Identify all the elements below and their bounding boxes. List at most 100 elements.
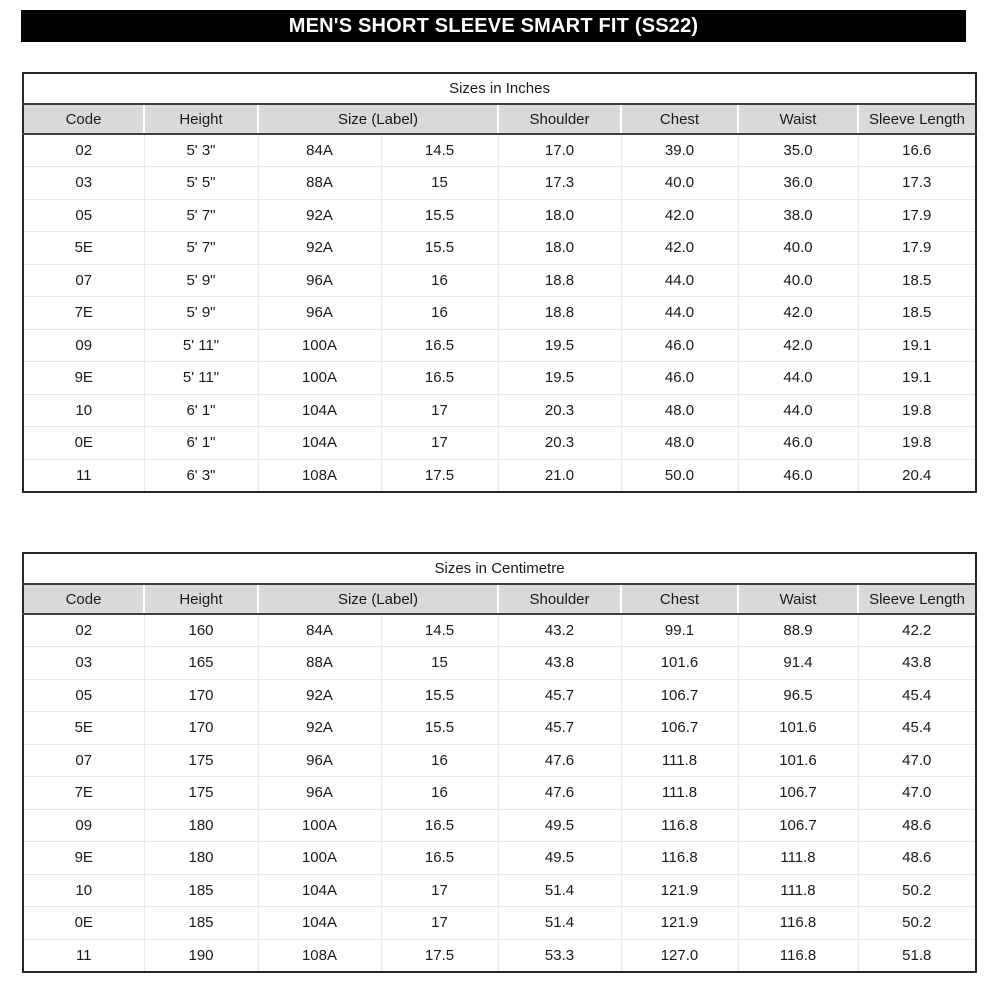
header-cell: Size (Label) — [257, 104, 498, 135]
body-cell: 43.2 — [498, 614, 622, 647]
body-cell: 53.3 — [498, 939, 622, 972]
header-cell: Sleeve Length — [856, 104, 977, 135]
body-cell: 185 — [144, 906, 259, 940]
body-cell: 7E — [23, 776, 145, 810]
table-row: 11 190 108A 17.5 53.3 127.0 116.8 51.8 — [23, 939, 977, 972]
body-cell: 46.0 — [621, 361, 739, 395]
body-cell: 47.6 — [498, 744, 622, 777]
body-cell: 165 — [144, 646, 259, 680]
body-cell: 51.4 — [498, 874, 622, 907]
size-table-inches-container: Sizes in Inches Code Height Size (Label) Sho… — [22, 72, 978, 493]
body-cell: 16 — [381, 776, 499, 810]
body-cell: 111.8 — [738, 841, 859, 875]
body-cell: 45.7 — [498, 679, 622, 712]
body-cell: 05 — [23, 199, 145, 232]
header-cell: Shoulder — [497, 104, 621, 135]
body-cell: 17.9 — [858, 199, 977, 232]
body-cell: 09 — [23, 329, 145, 362]
table-row: 03 165 88A 15 43.8 101.6 91.4 43.8 — [23, 646, 977, 680]
table-row: 09 5' 11" 100A 16.5 19.5 46.0 42.0 19.1 — [23, 329, 977, 362]
body-cell: 5' 9" — [144, 264, 259, 297]
header-cell: Height — [143, 584, 258, 615]
body-cell: 5' 5" — [144, 166, 259, 200]
header-cell: Code — [23, 584, 144, 615]
body-cell: 16 — [381, 296, 499, 330]
body-cell: 108A — [258, 459, 382, 492]
body-cell: 46.0 — [621, 329, 739, 362]
body-cell: 21.0 — [498, 459, 622, 492]
body-cell: 180 — [144, 841, 259, 875]
body-cell: 96A — [258, 776, 382, 810]
body-cell: 17 — [381, 906, 499, 940]
body-cell: 100A — [258, 361, 382, 395]
body-cell: 17.3 — [858, 166, 977, 200]
size-table-centimetre-container: Sizes in Centimetre Code Height Size (Label… — [22, 552, 978, 973]
body-cell: 18.0 — [498, 231, 622, 265]
table-row: 09 180 100A 16.5 49.5 116.8 106.7 48.6 — [23, 809, 977, 842]
body-cell: 17.0 — [498, 134, 622, 167]
table-row: 10 185 104A 17 51.4 121.9 111.8 50.2 — [23, 874, 977, 907]
header-cell: Code — [23, 104, 144, 135]
body-cell: 51.4 — [498, 906, 622, 940]
body-cell: 18.5 — [858, 264, 977, 297]
body-cell: 02 — [23, 134, 145, 167]
body-cell: 5' 11" — [144, 329, 259, 362]
body-cell: 88A — [258, 166, 382, 200]
body-cell: 104A — [258, 394, 382, 427]
table-row: 05 170 92A 15.5 45.7 106.7 96.5 45.4 — [23, 679, 977, 712]
body-cell: 14.5 — [381, 614, 499, 647]
body-cell: 92A — [258, 679, 382, 712]
body-cell: 40.0 — [738, 264, 859, 297]
body-cell: 48.0 — [621, 426, 739, 460]
body-cell: 5E — [23, 711, 145, 745]
body-cell: 6' 1" — [144, 426, 259, 460]
body-cell: 91.4 — [738, 646, 859, 680]
body-cell: 15.5 — [381, 679, 499, 712]
table-row: 02 5' 3" 84A 14.5 17.0 39.0 35.0 16.6 — [23, 134, 977, 167]
body-cell: 47.6 — [498, 776, 622, 810]
header-cell: Sleeve Length — [856, 584, 977, 615]
body-cell: 16.5 — [381, 809, 499, 842]
body-cell: 5E — [23, 231, 145, 265]
body-cell: 5' 7" — [144, 231, 259, 265]
column-header-row: Code Height Size (Label) Shoulder Chest Waist… — [23, 104, 977, 135]
body-cell: 03 — [23, 166, 145, 200]
body-cell: 106.7 — [621, 711, 739, 745]
table-title: Sizes in Inches — [23, 73, 977, 105]
header-cell: Chest — [620, 104, 738, 135]
body-cell: 45.4 — [858, 711, 977, 745]
body-cell: 16 — [381, 744, 499, 777]
body-cell: 16.6 — [858, 134, 977, 167]
body-cell: 96.5 — [738, 679, 859, 712]
body-cell: 45.7 — [498, 711, 622, 745]
body-cell: 0E — [23, 426, 145, 460]
body-cell: 46.0 — [738, 426, 859, 460]
body-cell: 175 — [144, 776, 259, 810]
body-cell: 18.0 — [498, 199, 622, 232]
body-cell: 19.5 — [498, 329, 622, 362]
body-cell: 47.0 — [858, 776, 977, 810]
body-cell: 17.3 — [498, 166, 622, 200]
header-cell: Shoulder — [497, 584, 621, 615]
body-cell: 50.2 — [858, 906, 977, 940]
body-cell: 92A — [258, 711, 382, 745]
table-row: 9E 5' 11" 100A 16.5 19.5 46.0 44.0 19.1 — [23, 361, 977, 395]
body-cell: 03 — [23, 646, 145, 680]
header-cell: Waist — [737, 104, 858, 135]
body-cell: 36.0 — [738, 166, 859, 200]
size-table-0: Sizes in Inches Code Height Size (Label) Sho… — [22, 72, 978, 493]
body-cell: 175 — [144, 744, 259, 777]
body-cell: 5' 11" — [144, 361, 259, 395]
body-cell: 116.8 — [621, 809, 739, 842]
body-cell: 18.8 — [498, 264, 622, 297]
body-cell: 19.5 — [498, 361, 622, 395]
body-cell: 185 — [144, 874, 259, 907]
body-cell: 47.0 — [858, 744, 977, 777]
body-cell: 116.8 — [738, 939, 859, 972]
body-cell: 51.8 — [858, 939, 977, 972]
body-cell: 50.0 — [621, 459, 739, 492]
body-cell: 48.6 — [858, 841, 977, 875]
body-cell: 190 — [144, 939, 259, 972]
table-row: 11 6' 3" 108A 17.5 21.0 50.0 46.0 20.4 — [23, 459, 977, 492]
body-cell: 17 — [381, 874, 499, 907]
